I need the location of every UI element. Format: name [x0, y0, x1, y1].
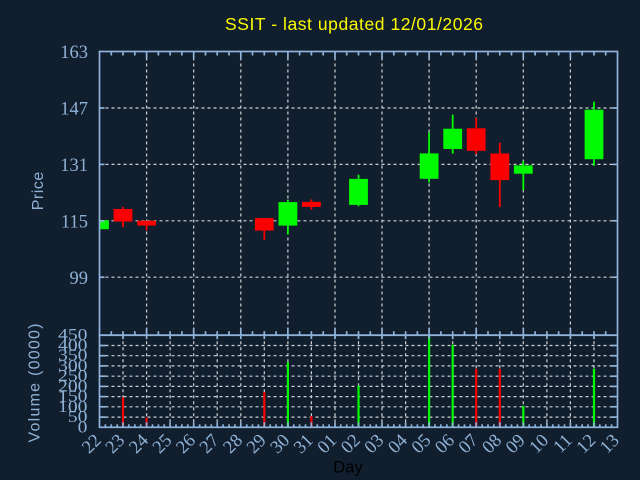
svg-text:147: 147 [60, 100, 88, 120]
svg-text:100: 100 [58, 397, 88, 416]
svg-text:400: 400 [58, 336, 88, 355]
svg-text:50: 50 [68, 407, 88, 426]
svg-text:99: 99 [70, 269, 89, 289]
svg-text:131: 131 [60, 156, 88, 176]
svg-text:163: 163 [60, 43, 88, 63]
svg-text:SSIT - last updated 12/01/2026: SSIT - last updated 12/01/2026 [225, 14, 483, 34]
svg-text:115: 115 [61, 212, 88, 232]
svg-text:200: 200 [58, 376, 88, 395]
svg-text:350: 350 [58, 346, 88, 365]
svg-text:Price: Price [30, 172, 47, 211]
svg-text:Volume (0000): Volume (0000) [27, 324, 44, 443]
svg-text:0: 0 [78, 417, 88, 436]
svg-text:450: 450 [58, 325, 88, 344]
svg-text:250: 250 [58, 366, 88, 385]
svg-text:Day: Day [333, 459, 363, 477]
svg-text:300: 300 [58, 356, 88, 375]
svg-text:150: 150 [58, 387, 88, 406]
